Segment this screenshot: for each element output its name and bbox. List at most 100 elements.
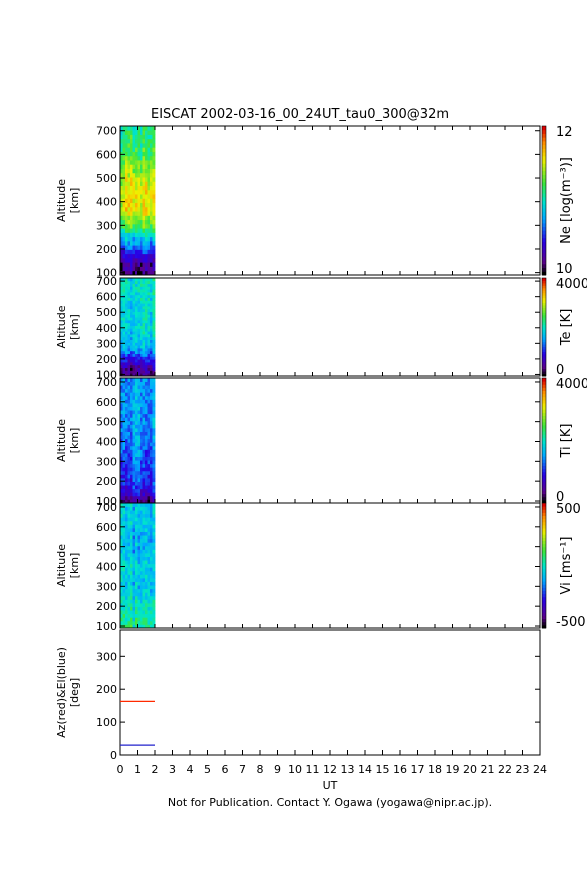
heatmap-cell [135,513,138,518]
colorbar-cell [542,351,546,355]
heatmap-cell [152,442,156,447]
heatmap-cell [140,300,143,304]
heatmap-cell [130,228,133,233]
heatmap-cell [130,278,133,282]
heatmap-cell [147,413,151,418]
heatmap-cell [120,370,123,374]
heatmap-vi [120,503,156,629]
heatmap-cell [145,410,148,415]
heatmap-cell [125,460,128,465]
heatmap-cell [132,467,136,472]
heatmap-cell [152,460,156,465]
heatmap-cell [137,520,141,525]
heatmap-cell [142,520,146,525]
heatmap-cell [137,348,141,352]
heatmap-cell [152,253,156,259]
heatmap-cell [135,499,138,504]
x-tick-label: 10 [288,763,302,776]
heatmap-cell [127,435,131,440]
heatmap-cell [145,297,148,301]
heatmap-cell [135,181,138,186]
heatmap-cell [140,420,143,425]
heatmap-cell [147,528,151,532]
heatmap-cell [127,553,131,557]
panels-group: 100200300400500600700Altitude[km]1210Ne … [55,125,587,633]
heatmap-cell [140,147,143,152]
heatmap-cell [125,599,128,604]
heatmap-cell [122,474,126,479]
heatmap-cell [145,280,148,284]
heatmap-cell [147,542,151,547]
heatmap-cell [135,278,138,282]
heatmap-cell [127,168,131,174]
heatmap-cell [127,595,131,600]
heatmap-cell [135,245,138,250]
heatmap-cell [130,232,133,238]
heatmap-cell [122,599,126,604]
heatmap-cell [135,563,138,568]
heatmap-cell [140,449,143,454]
heatmap-cell [135,185,138,191]
heatmap-cell [147,206,151,212]
x-tick-label: 4 [187,763,194,776]
colorbar-cell [542,219,546,224]
heatmap-cell [127,542,131,547]
heatmap-cell [152,549,156,554]
heatmap-cell [130,300,133,304]
heatmap-cell [130,356,133,360]
heatmap-cell [137,513,141,518]
heatmap-cell [125,563,128,568]
heatmap-cell [142,549,146,554]
heatmap-cell [135,320,138,324]
heatmap-cell [152,320,156,324]
heatmap-cell [130,467,133,472]
heatmap-cell [145,445,148,450]
heatmap-cell [145,499,148,504]
heatmap-cell [122,395,126,400]
heatmap-cell [122,249,126,255]
heatmap-cell [127,410,131,415]
heatmap-cell [132,308,136,312]
heatmap-cell [142,138,146,144]
heatmap-cell [130,202,133,208]
heatmap-cell [145,592,148,597]
heatmap-cell [140,189,143,195]
heatmap-cell [142,294,146,298]
panel-frame-ne [119,125,541,276]
heatmap-cell [135,453,138,457]
heatmap-cell [140,431,143,436]
heatmap-cell [135,417,138,422]
heatmap-cell [137,581,141,586]
heatmap-cell [130,320,133,324]
heatmap-cell [120,331,123,335]
heatmap-cell [152,317,156,321]
heatmap-cell [152,385,156,390]
heatmap-cell [150,362,153,366]
heatmap-cell [147,385,151,390]
heatmap-cell [142,574,146,579]
heatmap-cell [127,134,131,140]
heatmap-cell [127,492,131,497]
heatmap-cell [120,603,123,607]
heatmap-cell [127,348,131,352]
heatmap-cell [140,373,143,377]
heatmap-cell [140,503,143,507]
heatmap-cell [140,364,143,368]
heatmap-cell [140,463,143,468]
heatmap-cell [122,292,126,296]
x-tick-label: 6 [222,763,229,776]
heatmap-cell [120,478,123,482]
heatmap-cell [122,181,126,186]
heatmap-cell [132,300,136,304]
heatmap-cell [142,147,146,152]
heatmap-cell [132,595,136,600]
heatmap-cell [152,410,156,415]
heatmap-cell [140,510,143,515]
heatmap-cell [120,585,123,590]
heatmap-cell [132,283,136,287]
heatmap-cell [130,378,133,382]
heatmap-cell [150,198,153,204]
panel-te-ytick-label: 200 [96,353,117,366]
heatmap-cell [120,367,123,371]
heatmap-cell [130,606,133,611]
